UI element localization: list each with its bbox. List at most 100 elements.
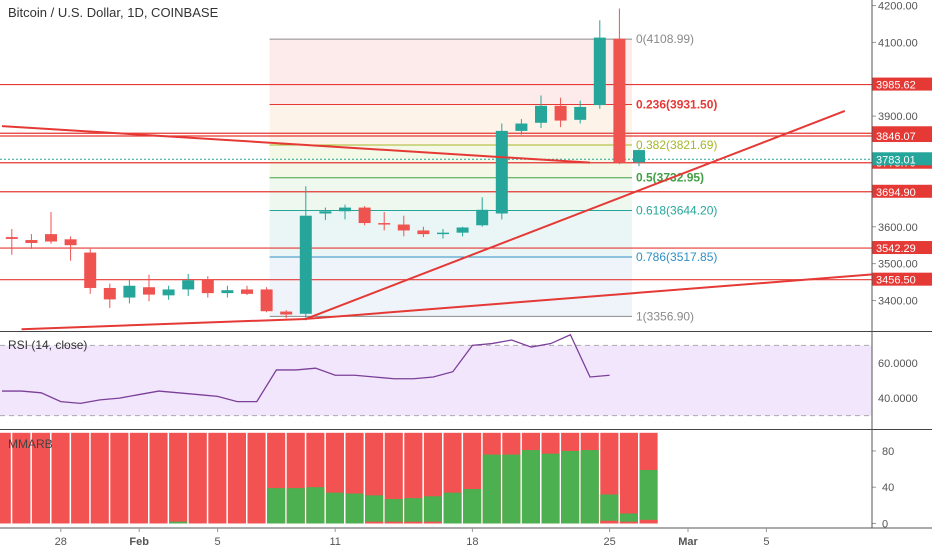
fib-level-label: 1(3356.90) [636,309,694,323]
candle-body [339,207,351,212]
price-level-tag [872,241,932,255]
candle-body [456,227,469,233]
time-tick-label: 5 [763,536,769,548]
mmarb-bar [365,495,384,524]
candle-body [535,105,547,123]
mmarb-bar [188,432,207,524]
mmarb-bar [71,432,90,524]
mmarb-bar [286,488,305,524]
candle-body [378,223,391,225]
mmarb-bar [0,432,11,524]
mmarb-bar [169,432,188,524]
candle-body [299,215,312,314]
fib-level-label: 0.382(3821.69) [636,138,717,152]
mmarb-bar [561,450,580,524]
mmarb-bar [404,521,423,524]
candle-body [613,38,626,163]
rsi-band [0,345,872,416]
candle-body [182,280,195,290]
fib-zone [269,177,632,211]
price-tick-label: 3600.00 [878,222,918,234]
price-level-tag-label: 3542.29 [876,243,916,255]
fib-level-label: 0.236(3931.50) [636,98,717,112]
time-tick-label: 11 [329,536,340,548]
time-tick-label: Mar [678,536,698,548]
candle-body [64,239,77,246]
mmarb-bar [306,487,325,524]
mmarb-bar [600,520,619,524]
fib-level-label: 0.786(3517.85) [636,250,717,264]
candle-body [319,211,332,214]
mmarb-tick-label: 80 [882,446,894,458]
fib-zone [269,257,632,317]
trend-line [1,125,591,164]
fib-zone [269,104,632,146]
mmarb-bar [169,521,188,524]
mmarb-bar [580,450,599,524]
mmarb-bar [404,498,423,524]
trend-line [305,110,846,320]
candle-body [45,234,57,242]
trend-line [305,268,932,320]
fib-zone [269,39,632,105]
mmarb-bar [619,513,638,524]
time-tick-label: Feb [129,536,149,548]
candle-body [280,311,293,315]
price-level-tag-label: 3985.62 [876,80,916,92]
mmarb-bar [463,489,482,524]
time-tick-label: 25 [603,536,615,548]
price-level-tag-label: 3694.90 [876,187,916,199]
mmarb-bar [129,432,148,524]
mmarb-bar [345,493,364,524]
candle-body [554,105,567,121]
mmarb-bar [639,469,658,524]
mmarb-bar [90,432,109,524]
price-tick-label: 4100.00 [878,37,918,49]
candle-body [476,209,489,226]
fib-level-label: 0(4108.99) [636,32,694,46]
price-level-tag-label: 3456.50 [876,275,916,287]
time-tick-label: 5 [215,536,221,548]
mmarb-bar [12,432,31,524]
price-tick-label: 3900.00 [878,111,918,123]
candle-body [221,290,234,294]
mmarb-bar [227,432,246,524]
candle-body [241,289,253,294]
mmarb-bar [423,496,442,524]
price-level-tag [872,184,932,198]
price-level-tag-label: 3846.07 [876,131,916,143]
mmarb-bar [247,432,266,524]
fib-zone [269,210,632,258]
mmarb-bar [384,498,403,524]
mmarb-bar [521,450,540,524]
mmarb-bar [619,521,638,524]
current-price-tag-label: 3783.01 [876,154,916,166]
mmarb-bar [31,432,50,524]
price-tick-label: 3400.00 [878,296,918,308]
mmarb-bar [110,432,129,524]
mmarb-bar [365,521,384,524]
mmarb-bar [51,432,70,524]
candle-body [495,130,508,214]
mmarb-bar [208,432,227,524]
candle-body [123,285,136,298]
chart-title: Bitcoin / U.S. Dollar, 1D, COINBASE [8,5,219,20]
price-level-tag [872,129,932,143]
rsi-tick-label: 60.0000 [878,358,918,370]
mmarb-bar [502,454,521,524]
mmarb-tick-label: 40 [882,482,894,494]
mmarb-bar [149,432,168,524]
mmarb-bar [443,492,462,524]
price-tick-label: 4200.00 [878,1,918,13]
candle-body [593,37,606,106]
rsi-line [2,333,610,405]
mmarb-bar [639,519,658,524]
time-tick-label: 18 [466,536,478,548]
mmarb-bar [600,494,619,524]
candle-body [515,123,528,131]
candle-body [260,289,273,312]
mmarb-bar [267,488,286,524]
candle-body [162,289,175,296]
price-level-tag [872,77,932,91]
